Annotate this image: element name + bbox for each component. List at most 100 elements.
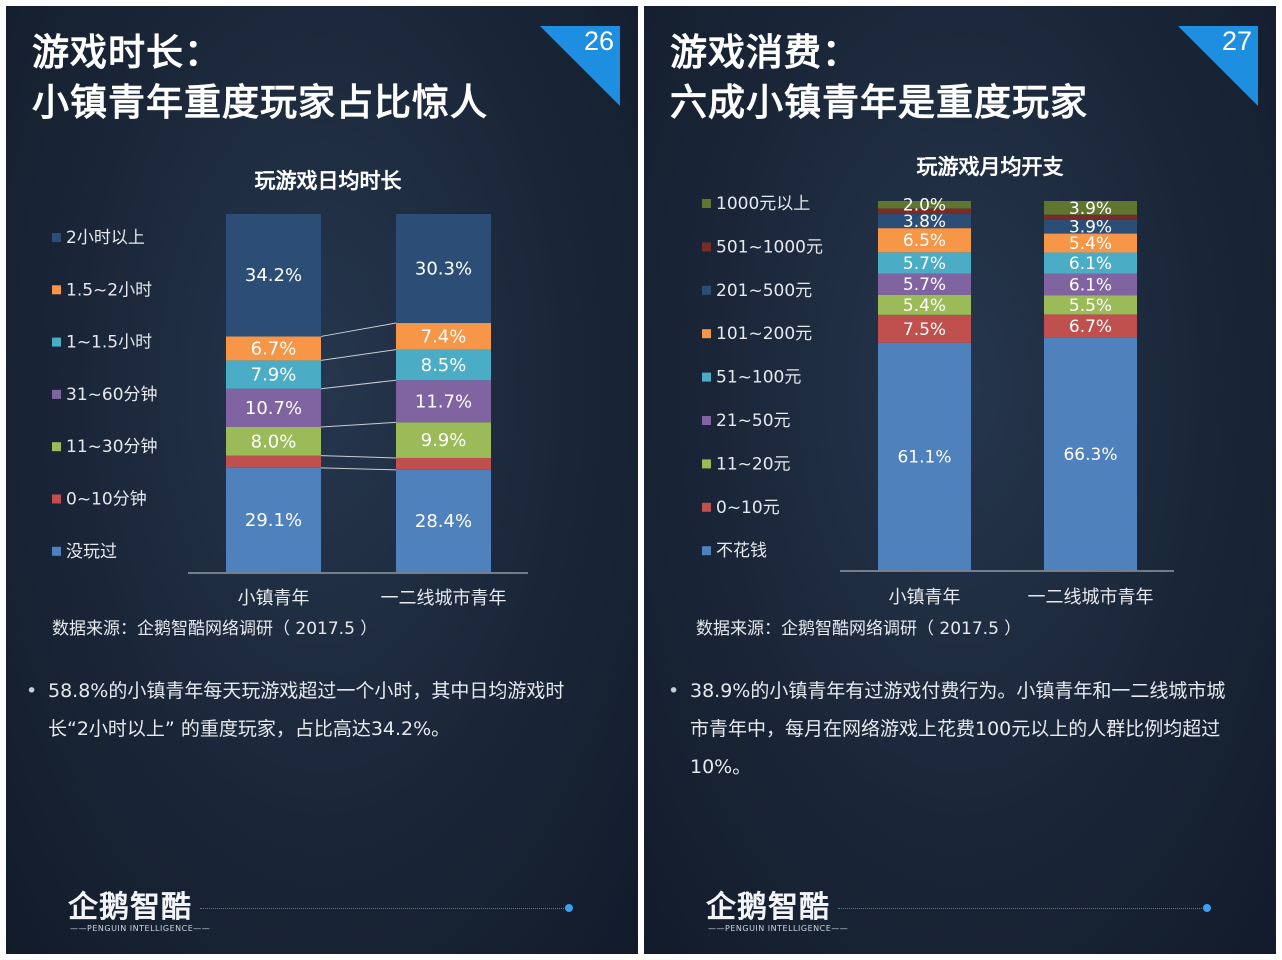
- connector-line: [320, 379, 397, 390]
- category-label: 一二线城市青年: [381, 588, 507, 609]
- bar-segment: [1044, 201, 1137, 215]
- data-label: 7.4%: [421, 326, 467, 347]
- data-label: 3.9%: [1069, 199, 1112, 219]
- slide-panel-27: 游戏消费： 六成小镇青年是重度玩家 27 玩游戏月均开支 1000元以上 501~1…: [644, 6, 1276, 954]
- data-source: 数据来源：企鹅智酷网络调研（ 2017.5 ）: [52, 619, 378, 639]
- corner-triangle-icon: [1178, 26, 1258, 106]
- legend-swatch: [52, 546, 61, 556]
- divider-dot-icon: [1203, 904, 1211, 912]
- legend-label: 0~10元: [716, 498, 780, 518]
- data-label: 6.7%: [1069, 317, 1112, 337]
- bar-segment: [878, 201, 971, 209]
- bar-segment: [396, 422, 491, 458]
- bar-segment: [878, 208, 971, 215]
- legend-swatch: [702, 372, 711, 382]
- slide-title-line2: 六成小镇青年是重度玩家: [670, 81, 1088, 124]
- bar-segment: [226, 388, 321, 428]
- category-label: 小镇青年: [889, 587, 961, 608]
- connector-line: [320, 349, 397, 361]
- legend-label: 11~30分钟: [66, 437, 158, 457]
- slide-title-line1: 游戏时长：: [32, 31, 222, 74]
- slide-panel-26: 游戏时长： 小镇青年重度玩家占比惊人 26 玩游戏日均时长 2小时以上 1.5~2小…: [6, 6, 638, 954]
- legend-label: 51~100元: [716, 368, 801, 388]
- data-label: 5.4%: [903, 296, 946, 316]
- data-label: 5.4%: [1069, 234, 1112, 254]
- bar-segment: [226, 467, 321, 572]
- legend-label: 没玩过: [66, 542, 117, 562]
- connector-line: [320, 322, 397, 337]
- page-number: 26: [583, 26, 614, 56]
- stacked-bar-chart-monthly-spend: 玩游戏月均开支 1000元以上 501~1000元 201~500元 101~200元 5…: [702, 155, 1174, 608]
- slide-title-line2: 小镇青年重度玩家占比惊人: [32, 81, 488, 124]
- legend-label: 0~10分钟: [66, 490, 147, 510]
- page-number: 27: [1221, 26, 1252, 56]
- legend-swatch: [702, 502, 711, 512]
- legend-label: 501~1000元: [716, 237, 823, 257]
- chart-title: 玩游戏月均开支: [917, 155, 1065, 179]
- brand-logo: 企鹅智酷 ——PENGUIN INTELLIGENCE——: [68, 882, 628, 942]
- legend-swatch: [702, 329, 711, 339]
- legend-label: 1.5~2小时: [66, 280, 152, 300]
- bar-segment: [1044, 314, 1137, 338]
- legend-label: 2小时以上: [66, 228, 145, 248]
- dotted-divider: [838, 908, 1208, 909]
- brand-logo-subtitle: ——PENGUIN INTELLIGENCE——: [708, 924, 849, 933]
- data-label: 61.1%: [897, 447, 951, 467]
- data-label: 2.0%: [903, 196, 946, 216]
- data-label: 11.7%: [415, 391, 472, 412]
- legend-swatch: [702, 242, 711, 252]
- data-label: 5.5%: [1069, 296, 1112, 316]
- legend-swatch: [702, 459, 711, 469]
- bar-segment: [1044, 219, 1137, 234]
- legend-label: 11~20元: [716, 454, 791, 474]
- brand-logo-text: 企鹅智酷: [68, 890, 192, 925]
- brand-logo-text: 企鹅智酷: [706, 890, 830, 925]
- legend-swatch: [52, 442, 61, 452]
- bar-segment: [1044, 295, 1137, 315]
- bar-segment: [1044, 252, 1137, 274]
- bullet-list: 58.8%的小镇青年每天玩游戏超过一个小时，其中日均游戏时长“2小时以上” 的重…: [26, 672, 596, 748]
- category-label: 一二线城市青年: [1028, 587, 1154, 608]
- bar-segment: [396, 349, 491, 381]
- legend-swatch: [702, 416, 711, 425]
- data-label: 5.7%: [903, 254, 946, 274]
- data-label: 6.5%: [903, 231, 946, 251]
- bar-segment: [1044, 214, 1137, 220]
- legend-label: 1~1.5小时: [66, 333, 152, 353]
- legend-swatch: [52, 389, 61, 399]
- bar-segment: [1044, 337, 1137, 570]
- connector-line: [320, 421, 397, 428]
- bar-segment: [226, 336, 321, 361]
- data-label: 6.1%: [1069, 275, 1112, 295]
- legend-swatch: [52, 337, 61, 347]
- legend-swatch: [702, 285, 711, 295]
- bullet-list: 38.9%的小镇青年有过游戏付费行为。小镇青年和一二线城市城市青年中，每月在网络…: [668, 672, 1238, 786]
- data-label: 8.0%: [251, 431, 297, 452]
- bar-segment: [226, 427, 321, 456]
- data-label: 7.5%: [903, 320, 946, 340]
- bar-segment: [396, 469, 491, 572]
- bar-segment: [878, 314, 971, 343]
- bar-segment: [878, 273, 971, 295]
- data-label: 3.9%: [1069, 218, 1112, 238]
- legend-label: 201~500元: [716, 281, 812, 301]
- bar-segment: [396, 323, 491, 350]
- legend-label: 1000元以上: [716, 194, 810, 214]
- legend-label: 不花钱: [716, 541, 767, 561]
- bar-segment: [396, 214, 491, 324]
- data-source: 数据来源：企鹅智酷网络调研（ 2017.5 ）: [696, 619, 1022, 639]
- data-label: 3.8%: [903, 212, 946, 232]
- data-label: 8.5%: [421, 355, 467, 376]
- legend-swatch: [702, 546, 711, 556]
- bullet-item: 58.8%的小镇青年每天玩游戏超过一个小时，其中日均游戏时长“2小时以上” 的重…: [26, 672, 596, 748]
- bar-segment: [1044, 273, 1137, 296]
- chart-title: 玩游戏日均时长: [255, 169, 403, 193]
- bar-segment: [226, 214, 321, 337]
- bar-segment: [878, 294, 971, 315]
- data-label: 7.9%: [251, 365, 297, 386]
- divider-dot-icon: [565, 904, 573, 912]
- bar-segment: [878, 252, 971, 274]
- legend-label: 101~200元: [716, 324, 812, 344]
- legend-label: 31~60分钟: [66, 385, 158, 405]
- data-label: 29.1%: [245, 510, 302, 531]
